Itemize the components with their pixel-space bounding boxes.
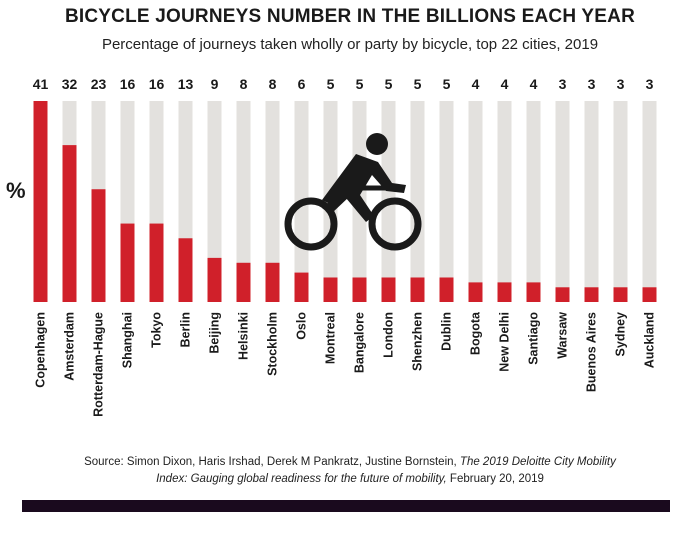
value-label-tokyo: 16: [149, 76, 165, 92]
category-labels: Copenhagen Amsterdam Rotterdam-Hague Shangh…: [34, 311, 657, 417]
category-label-bangalore: Bangalore: [353, 312, 367, 373]
chart-subtitle: Percentage of journeys taken wholly or p…: [101, 36, 599, 53]
value-label-buenos-aires: 3: [588, 76, 596, 92]
category-label-auckland: Auckland: [643, 312, 657, 368]
source-note: Source: Simon Dixon, Haris Irshad, Derek…: [0, 454, 700, 488]
source-prefix: Source: Simon Dixon, Haris Irshad, Derek…: [84, 456, 460, 468]
category-label-beijing: Beijing: [208, 312, 222, 354]
category-label-tokyo: Tokyo: [150, 312, 164, 348]
value-label-bangalore: 5: [356, 76, 364, 92]
category-label-sydney: Sydney: [614, 312, 628, 357]
category-label-amsterdam: Amsterdam: [63, 312, 77, 381]
category-label-copenhagen: Copenhagen: [34, 312, 48, 388]
bar-warsaw: [555, 287, 570, 302]
bar-stockholm: [265, 262, 280, 302]
bar-london: [381, 277, 396, 302]
value-label-santiago: 4: [530, 76, 538, 92]
bar-oslo: [294, 272, 309, 302]
value-labels: 41 32 23 16 16 13 9 8 8 6 5 5 5 5 5 4 4 4 3 3 3 3: [33, 76, 654, 92]
category-label-helsinki: Helsinki: [237, 312, 251, 360]
category-label-warsaw: Warsaw: [556, 312, 570, 359]
bar-helsinki: [236, 262, 251, 302]
category-label-dublin: Dublin: [440, 312, 454, 351]
source-date: February 20, 2019: [446, 473, 544, 485]
bar-track-buenos-aires: [584, 101, 599, 302]
category-label-berlin: Berlin: [179, 312, 193, 347]
chart-title: BICYCLE JOURNEYS NUMBER IN THE BILLIONS …: [64, 6, 635, 27]
bar-auckland: [642, 287, 657, 302]
bar-montreal: [323, 277, 338, 302]
bars: [33, 101, 657, 302]
source-title-line2: Index: Gauging global readiness for the …: [156, 473, 447, 485]
category-label-new-delhi: New Delhi: [498, 312, 512, 372]
bar-amsterdam: [62, 145, 77, 302]
category-label-shenzhen: Shenzhen: [411, 312, 425, 371]
bar-track-helsinki: [236, 101, 251, 302]
category-label-rotterdam-hague: Rotterdam-Hague: [92, 312, 106, 417]
value-label-berlin: 13: [178, 76, 194, 92]
bar-new-delhi: [497, 282, 512, 302]
bar-track-santiago: [526, 101, 541, 302]
value-label-london: 5: [385, 76, 393, 92]
bar-track-warsaw: [555, 101, 570, 302]
bar-track-new-delhi: [497, 101, 512, 302]
bar-berlin: [178, 238, 193, 302]
footer-bar: [22, 500, 670, 512]
value-label-sydney: 3: [617, 76, 625, 92]
bar-track-bogota: [468, 101, 483, 302]
y-axis-label: %: [6, 178, 26, 203]
bar-buenos-aires: [584, 287, 599, 302]
bar-track-auckland: [642, 101, 657, 302]
category-label-london: London: [382, 312, 396, 358]
value-label-warsaw: 3: [559, 76, 567, 92]
bar-track-dublin: [439, 101, 454, 302]
bar-track-sydney: [613, 101, 628, 302]
bar-santiago: [526, 282, 541, 302]
value-label-shanghai: 16: [120, 76, 136, 92]
category-label-shanghai: Shanghai: [121, 312, 135, 368]
value-label-stockholm: 8: [269, 76, 277, 92]
value-label-beijing: 9: [211, 76, 219, 92]
bar-dublin: [439, 277, 454, 302]
value-label-copenhagen: 41: [33, 76, 49, 92]
value-label-new-delhi: 4: [501, 76, 509, 92]
value-label-helsinki: 8: [240, 76, 248, 92]
value-label-amsterdam: 32: [62, 76, 78, 92]
bar-shenzhen: [410, 277, 425, 302]
bar-sydney: [613, 287, 628, 302]
category-label-buenos-aires: Buenos Aires: [585, 312, 599, 392]
value-label-shenzhen: 5: [414, 76, 422, 92]
value-label-dublin: 5: [443, 76, 451, 92]
bar-rotterdam-hague: [91, 189, 106, 302]
category-label-montreal: Montreal: [324, 312, 338, 364]
category-label-stockholm: Stockholm: [266, 312, 280, 376]
bar-track-shenzhen: [410, 101, 425, 302]
bar-bogota: [468, 282, 483, 302]
value-label-rotterdam-hague: 23: [91, 76, 107, 92]
bar-copenhagen: [33, 101, 48, 302]
bar-beijing: [207, 257, 222, 302]
bar-track-beijing: [207, 101, 222, 302]
category-label-bogota: Bogota: [469, 311, 483, 355]
value-label-bogota: 4: [472, 76, 480, 92]
bar-shanghai: [120, 223, 135, 302]
bar-track-stockholm: [265, 101, 280, 302]
value-label-oslo: 6: [298, 76, 306, 92]
bar-tokyo: [149, 223, 164, 302]
bar-chart: 41 32 23 16 16 13 9 8 8 6 5 5 5 5 5 4 4 4 3 3 3 3 Copenhagen A…: [33, 76, 657, 417]
source-title-line1: The 2019 Deloitte City Mobility: [459, 456, 616, 468]
value-label-montreal: 5: [327, 76, 335, 92]
value-label-auckland: 3: [646, 76, 654, 92]
category-label-oslo: Oslo: [295, 312, 309, 340]
category-label-santiago: Santiago: [527, 312, 541, 365]
bar-bangalore: [352, 277, 367, 302]
cyclist-icon: [284, 133, 422, 251]
